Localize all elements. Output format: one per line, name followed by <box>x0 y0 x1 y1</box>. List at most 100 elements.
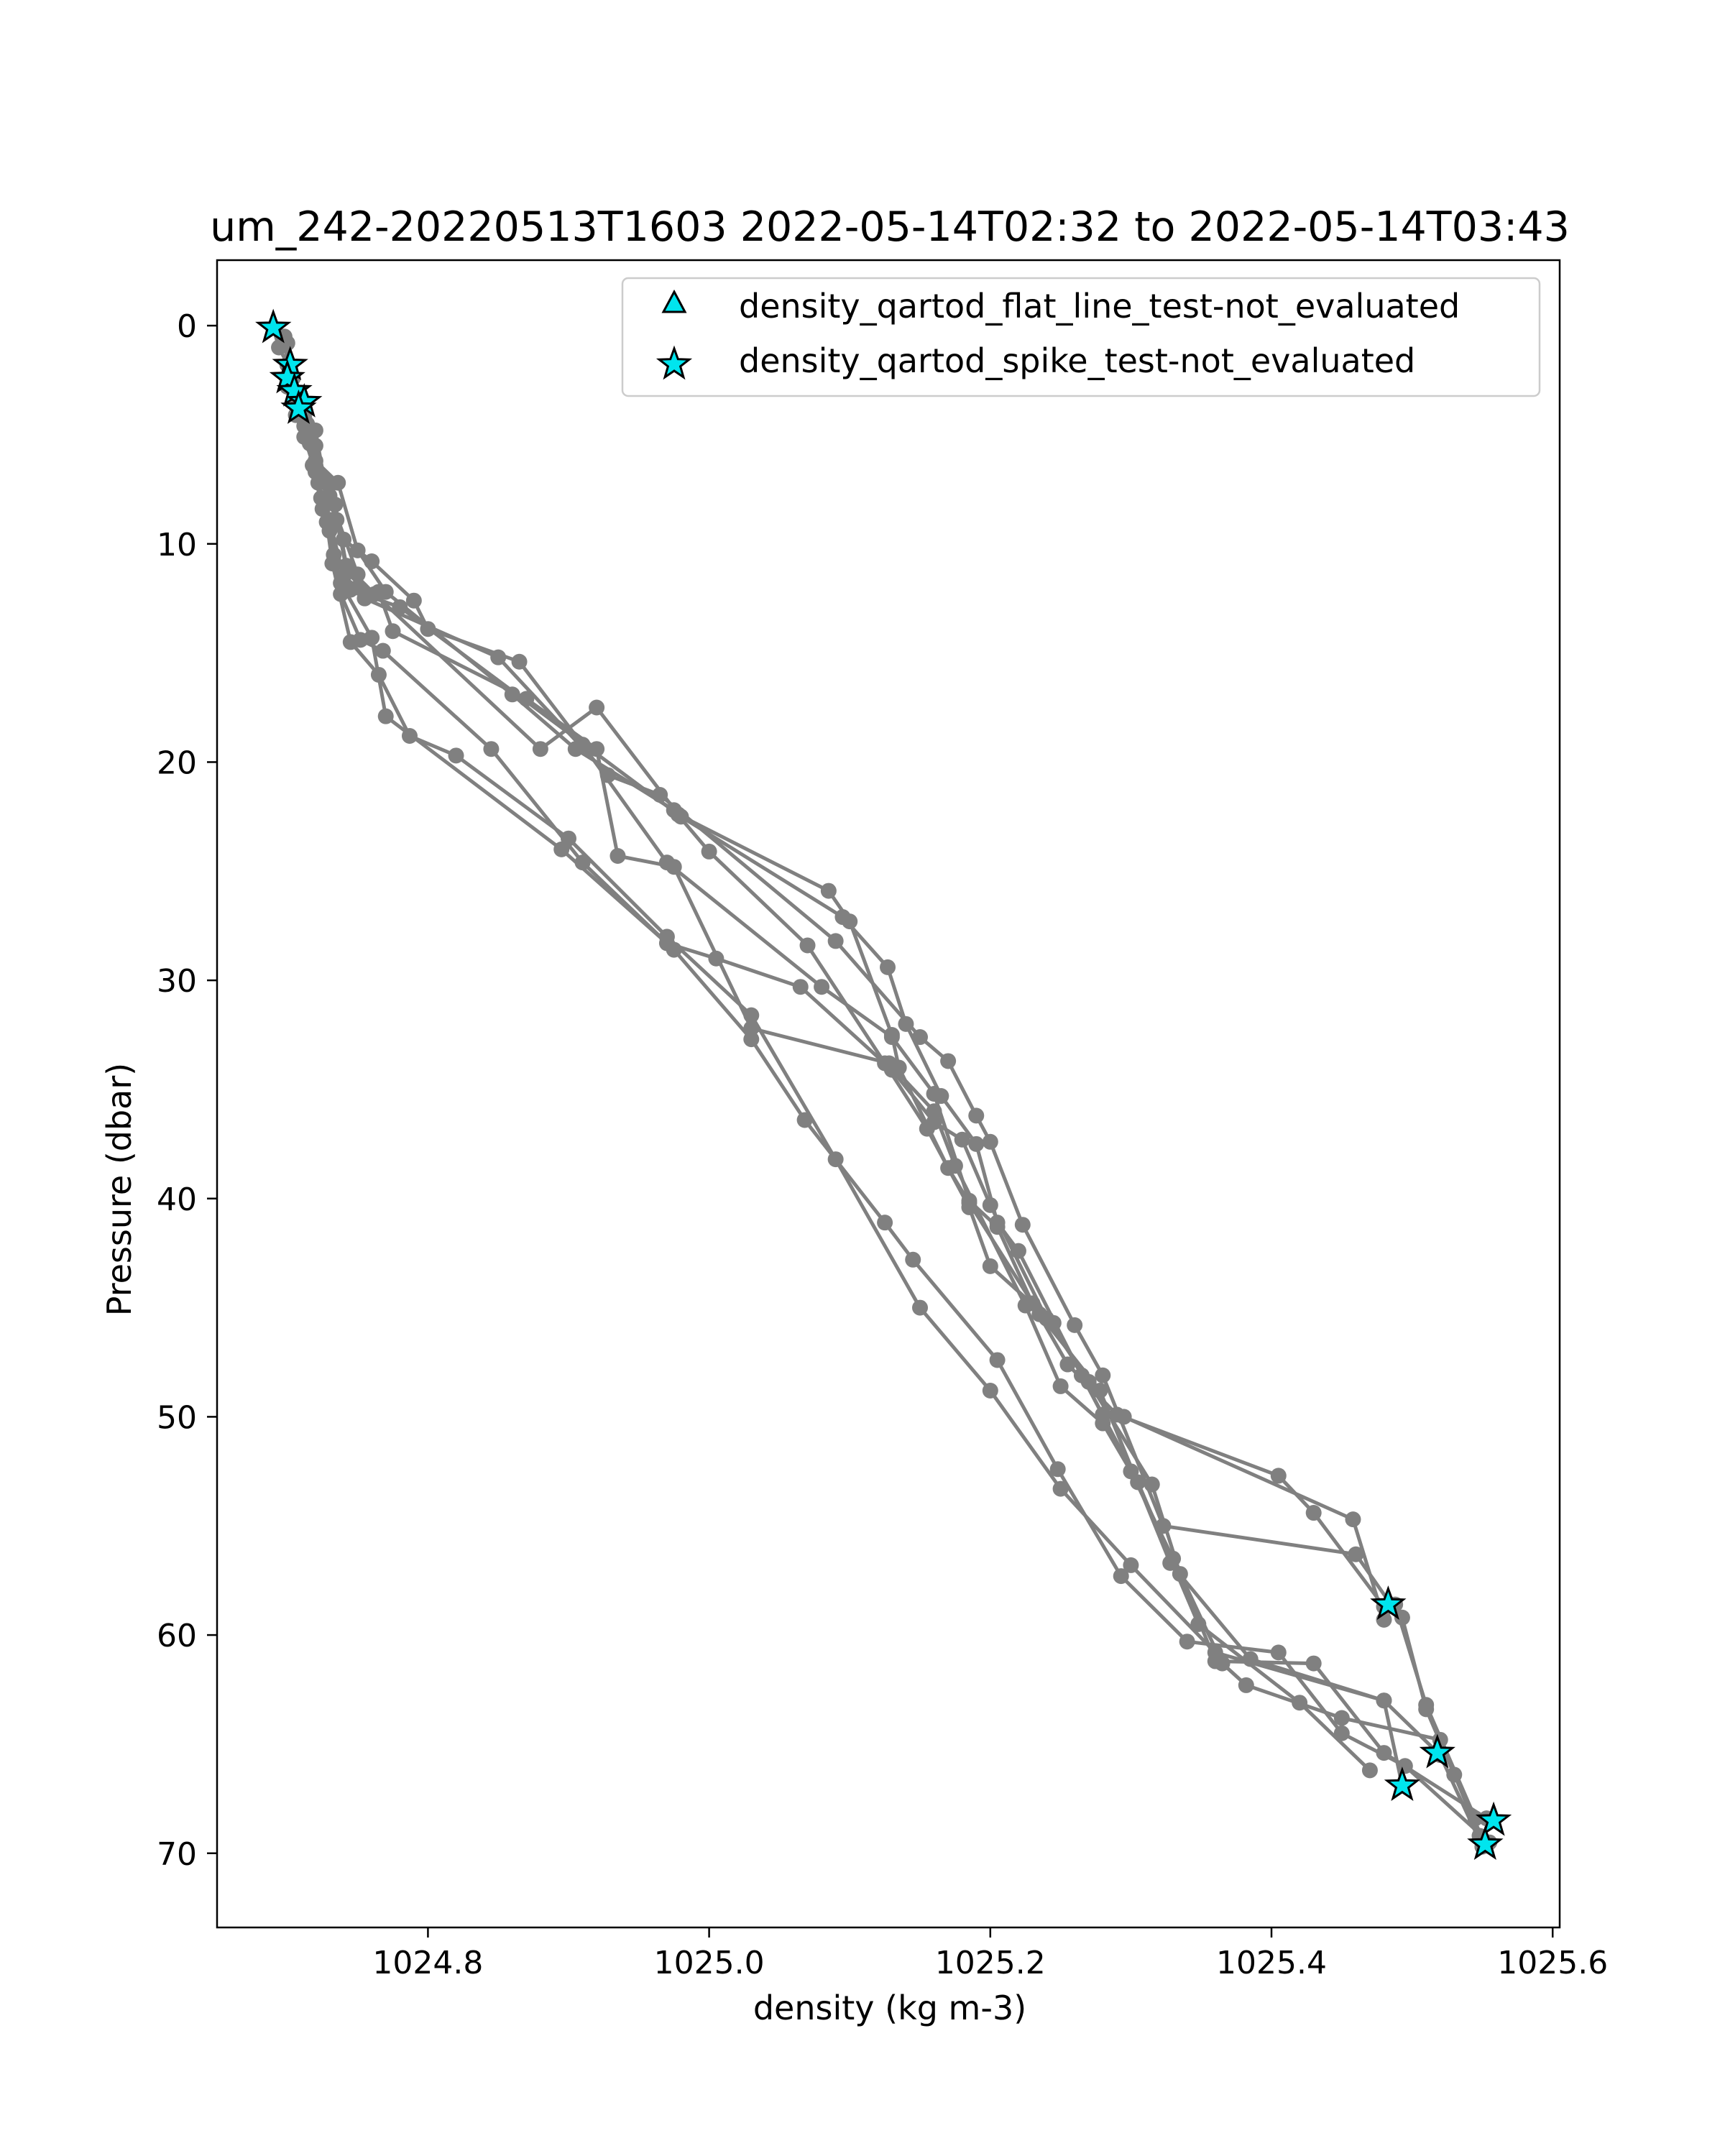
y-tick-label: 0 <box>177 308 197 345</box>
spike-star-marker <box>255 308 292 344</box>
profile-point <box>701 843 717 860</box>
profile-point <box>1418 1697 1435 1713</box>
profile-point <box>385 623 401 640</box>
profile-point <box>1305 1505 1322 1521</box>
profile-point <box>567 741 584 757</box>
profile-point <box>574 854 591 871</box>
profile-point <box>420 621 436 637</box>
profile-point <box>827 933 844 949</box>
x-tick-label: 1025.0 <box>654 1945 765 1981</box>
profile-point <box>610 848 626 865</box>
profile-point <box>1073 1367 1090 1383</box>
profile-point <box>1130 1474 1146 1491</box>
profile-point <box>989 1215 1006 1231</box>
profile-point <box>954 1131 970 1148</box>
y-tick-label: 20 <box>157 745 197 781</box>
profile-point <box>940 1053 957 1069</box>
profile-point <box>877 1215 893 1231</box>
legend-star-shape <box>656 345 693 380</box>
profile-point <box>912 1299 929 1316</box>
spike-star-marker <box>1370 1585 1407 1621</box>
y-axis-label: Pressure (dbar) <box>100 1063 139 1316</box>
profile-point <box>377 708 394 724</box>
profile-point <box>1446 1766 1463 1783</box>
profile-point <box>1172 1566 1188 1583</box>
profile-point <box>1333 1710 1350 1726</box>
profile-point <box>982 1382 998 1399</box>
profile-point <box>1123 1557 1139 1573</box>
profile-point <box>1059 1356 1076 1373</box>
profile-point <box>820 883 837 899</box>
profile-point <box>518 691 535 707</box>
profile-point <box>483 741 500 757</box>
profile-point <box>392 599 408 615</box>
profile-point <box>1162 1554 1179 1571</box>
profile-point <box>1092 1382 1108 1399</box>
profile-point <box>1348 1546 1364 1562</box>
profile-point <box>933 1088 949 1105</box>
profile-point <box>912 1029 929 1046</box>
profile-point <box>1376 1745 1392 1761</box>
y-tick-label: 40 <box>157 1181 197 1218</box>
profile-point <box>1113 1568 1129 1585</box>
profile-point <box>1376 1692 1392 1709</box>
legend: density_qartod_flat_line_test-not_evalua… <box>621 277 1541 397</box>
profile-point <box>1333 1725 1350 1741</box>
y-tick-label: 50 <box>157 1399 197 1436</box>
y-tick-label: 10 <box>157 527 197 563</box>
profile-point <box>349 566 366 583</box>
x-tick-label: 1025.4 <box>1216 1945 1327 1981</box>
profile-point <box>891 1059 907 1076</box>
profile-point <box>1052 1378 1069 1394</box>
profile-point <box>553 841 570 857</box>
profile-point <box>989 1352 1006 1368</box>
profile-point <box>1190 1616 1207 1632</box>
profile-point <box>673 808 689 825</box>
profile-point <box>940 1160 957 1176</box>
profile-point <box>1067 1317 1083 1333</box>
plot-frame <box>216 259 1561 1929</box>
profile-point <box>589 741 605 757</box>
profile-point <box>511 653 528 670</box>
legend-star-icon <box>656 345 693 380</box>
profile-point <box>1031 1306 1048 1322</box>
profile-point <box>1467 1810 1484 1827</box>
profile-point <box>1095 1406 1111 1423</box>
profile-point <box>310 466 326 482</box>
profile-point <box>1397 1758 1413 1774</box>
spike-star-marker <box>1419 1733 1455 1769</box>
profile-point <box>1214 1655 1230 1672</box>
x-tick-label: 1025.2 <box>935 1945 1046 1981</box>
profile-point <box>1305 1655 1322 1672</box>
profile-point <box>1394 1609 1410 1626</box>
profile-point <box>968 1135 985 1152</box>
profile-point <box>589 699 605 716</box>
x-axis-label: density (kg m-3) <box>753 1989 1026 2027</box>
profile-point <box>968 1107 985 1124</box>
profile-point <box>1179 1634 1195 1650</box>
y-tick-label: 30 <box>157 963 197 1000</box>
profile-point <box>1116 1409 1132 1425</box>
profile-point <box>708 950 724 967</box>
profile-point <box>880 959 896 975</box>
profile-point <box>814 979 830 995</box>
legend-label-spike: density_qartod_spike_test-not_evaluated <box>739 341 1415 380</box>
profile-point <box>1045 1314 1062 1331</box>
y-tick-label: 70 <box>157 1836 197 1873</box>
profile-point <box>982 1133 998 1150</box>
x-axis: 1024.8 1025.0 1025.2 1025.4 1025.6 <box>372 1927 1608 1981</box>
x-tick-label: 1025.6 <box>1497 1945 1608 1981</box>
legend-box <box>621 277 1541 397</box>
profile-point <box>926 1103 942 1120</box>
profile-point <box>336 531 352 548</box>
profile-point <box>658 854 675 871</box>
profile-point <box>1014 1217 1031 1233</box>
profile-point <box>658 935 675 952</box>
y-axis: 0 10 20 30 40 50 60 70 <box>157 308 217 1873</box>
profile-point <box>364 553 380 570</box>
profile-point <box>1049 1461 1066 1478</box>
profile-point <box>328 512 345 528</box>
profile-point <box>370 666 387 683</box>
profile-point <box>1144 1476 1160 1493</box>
profile-point <box>405 592 422 609</box>
